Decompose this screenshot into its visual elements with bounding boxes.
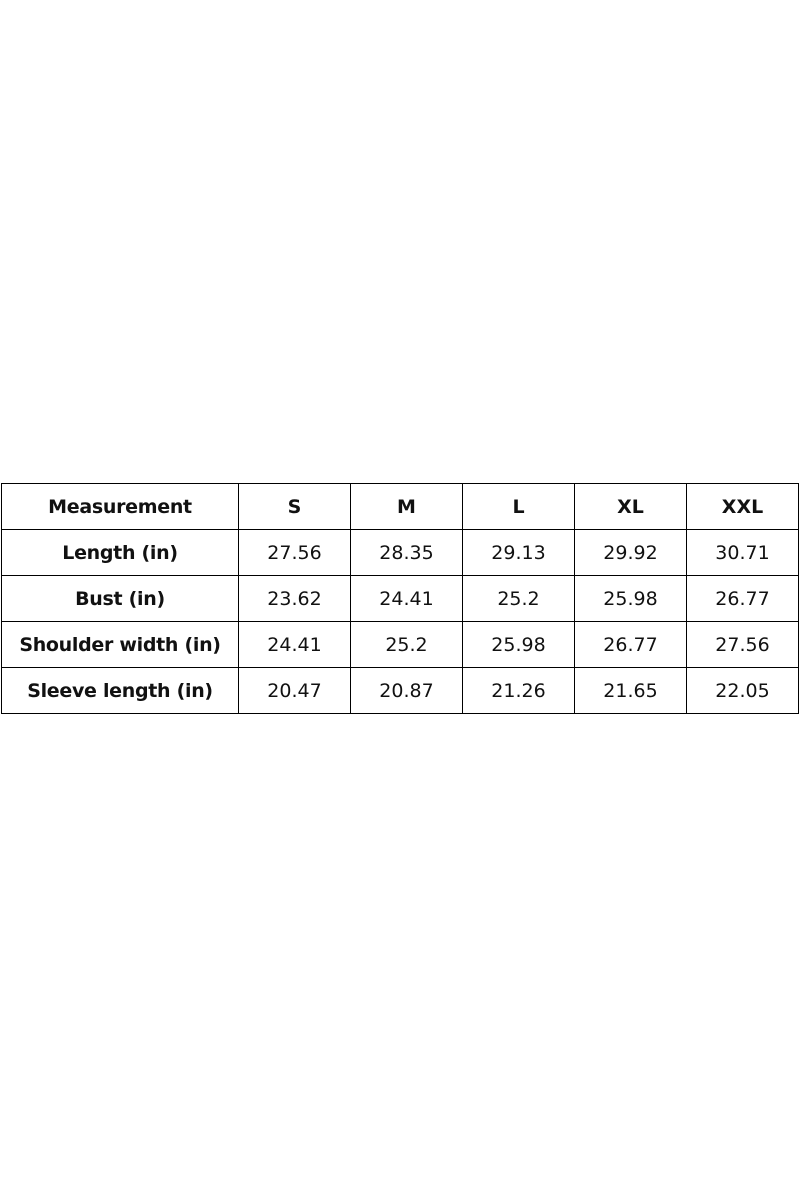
value-cell: 22.05 <box>686 667 799 714</box>
value-cell: 20.47 <box>238 667 351 714</box>
value-cell: 23.62 <box>238 575 351 622</box>
value-cell: 25.98 <box>574 575 687 622</box>
row-label: Bust (in) <box>1 575 239 622</box>
header-cell: L <box>462 483 575 530</box>
value-cell: 21.26 <box>462 667 575 714</box>
row-label: Shoulder width (in) <box>1 621 239 668</box>
header-row: Measurement S M L XL XXL <box>1 483 799 530</box>
row-label: Measurement <box>1 483 239 530</box>
value-cell: 20.87 <box>350 667 463 714</box>
value-cell: 29.92 <box>574 529 687 576</box>
value-cell: 26.77 <box>574 621 687 668</box>
header-cell: M <box>350 483 463 530</box>
data-row: Sleeve length (in) 20.47 20.87 21.26 21.65 22… <box>1 667 799 714</box>
value-cell: 29.13 <box>462 529 575 576</box>
value-cell: 30.71 <box>686 529 799 576</box>
row-label: Sleeve length (in) <box>1 667 239 714</box>
size-table: Measurement S M L XL XXL Length (in) 27.56 28.35… <box>1 483 799 714</box>
value-cell: 26.77 <box>686 575 799 622</box>
value-cell: 27.56 <box>686 621 799 668</box>
header-cell: S <box>238 483 351 530</box>
header-cell: XXL <box>686 483 799 530</box>
row-label: Length (in) <box>1 529 239 576</box>
value-cell: 25.98 <box>462 621 575 668</box>
data-row: Shoulder width (in) 24.41 25.2 25.98 26.77 27… <box>1 621 799 668</box>
data-row: Length (in) 27.56 28.35 29.13 29.92 30.71 <box>1 529 799 576</box>
value-cell: 21.65 <box>574 667 687 714</box>
value-cell: 27.56 <box>238 529 351 576</box>
value-cell: 24.41 <box>350 575 463 622</box>
value-cell: 24.41 <box>238 621 351 668</box>
value-cell: 28.35 <box>350 529 463 576</box>
value-cell: 25.2 <box>350 621 463 668</box>
header-cell: XL <box>574 483 687 530</box>
data-row: Bust (in) 23.62 24.41 25.2 25.98 26.77 <box>1 575 799 622</box>
value-cell: 25.2 <box>462 575 575 622</box>
